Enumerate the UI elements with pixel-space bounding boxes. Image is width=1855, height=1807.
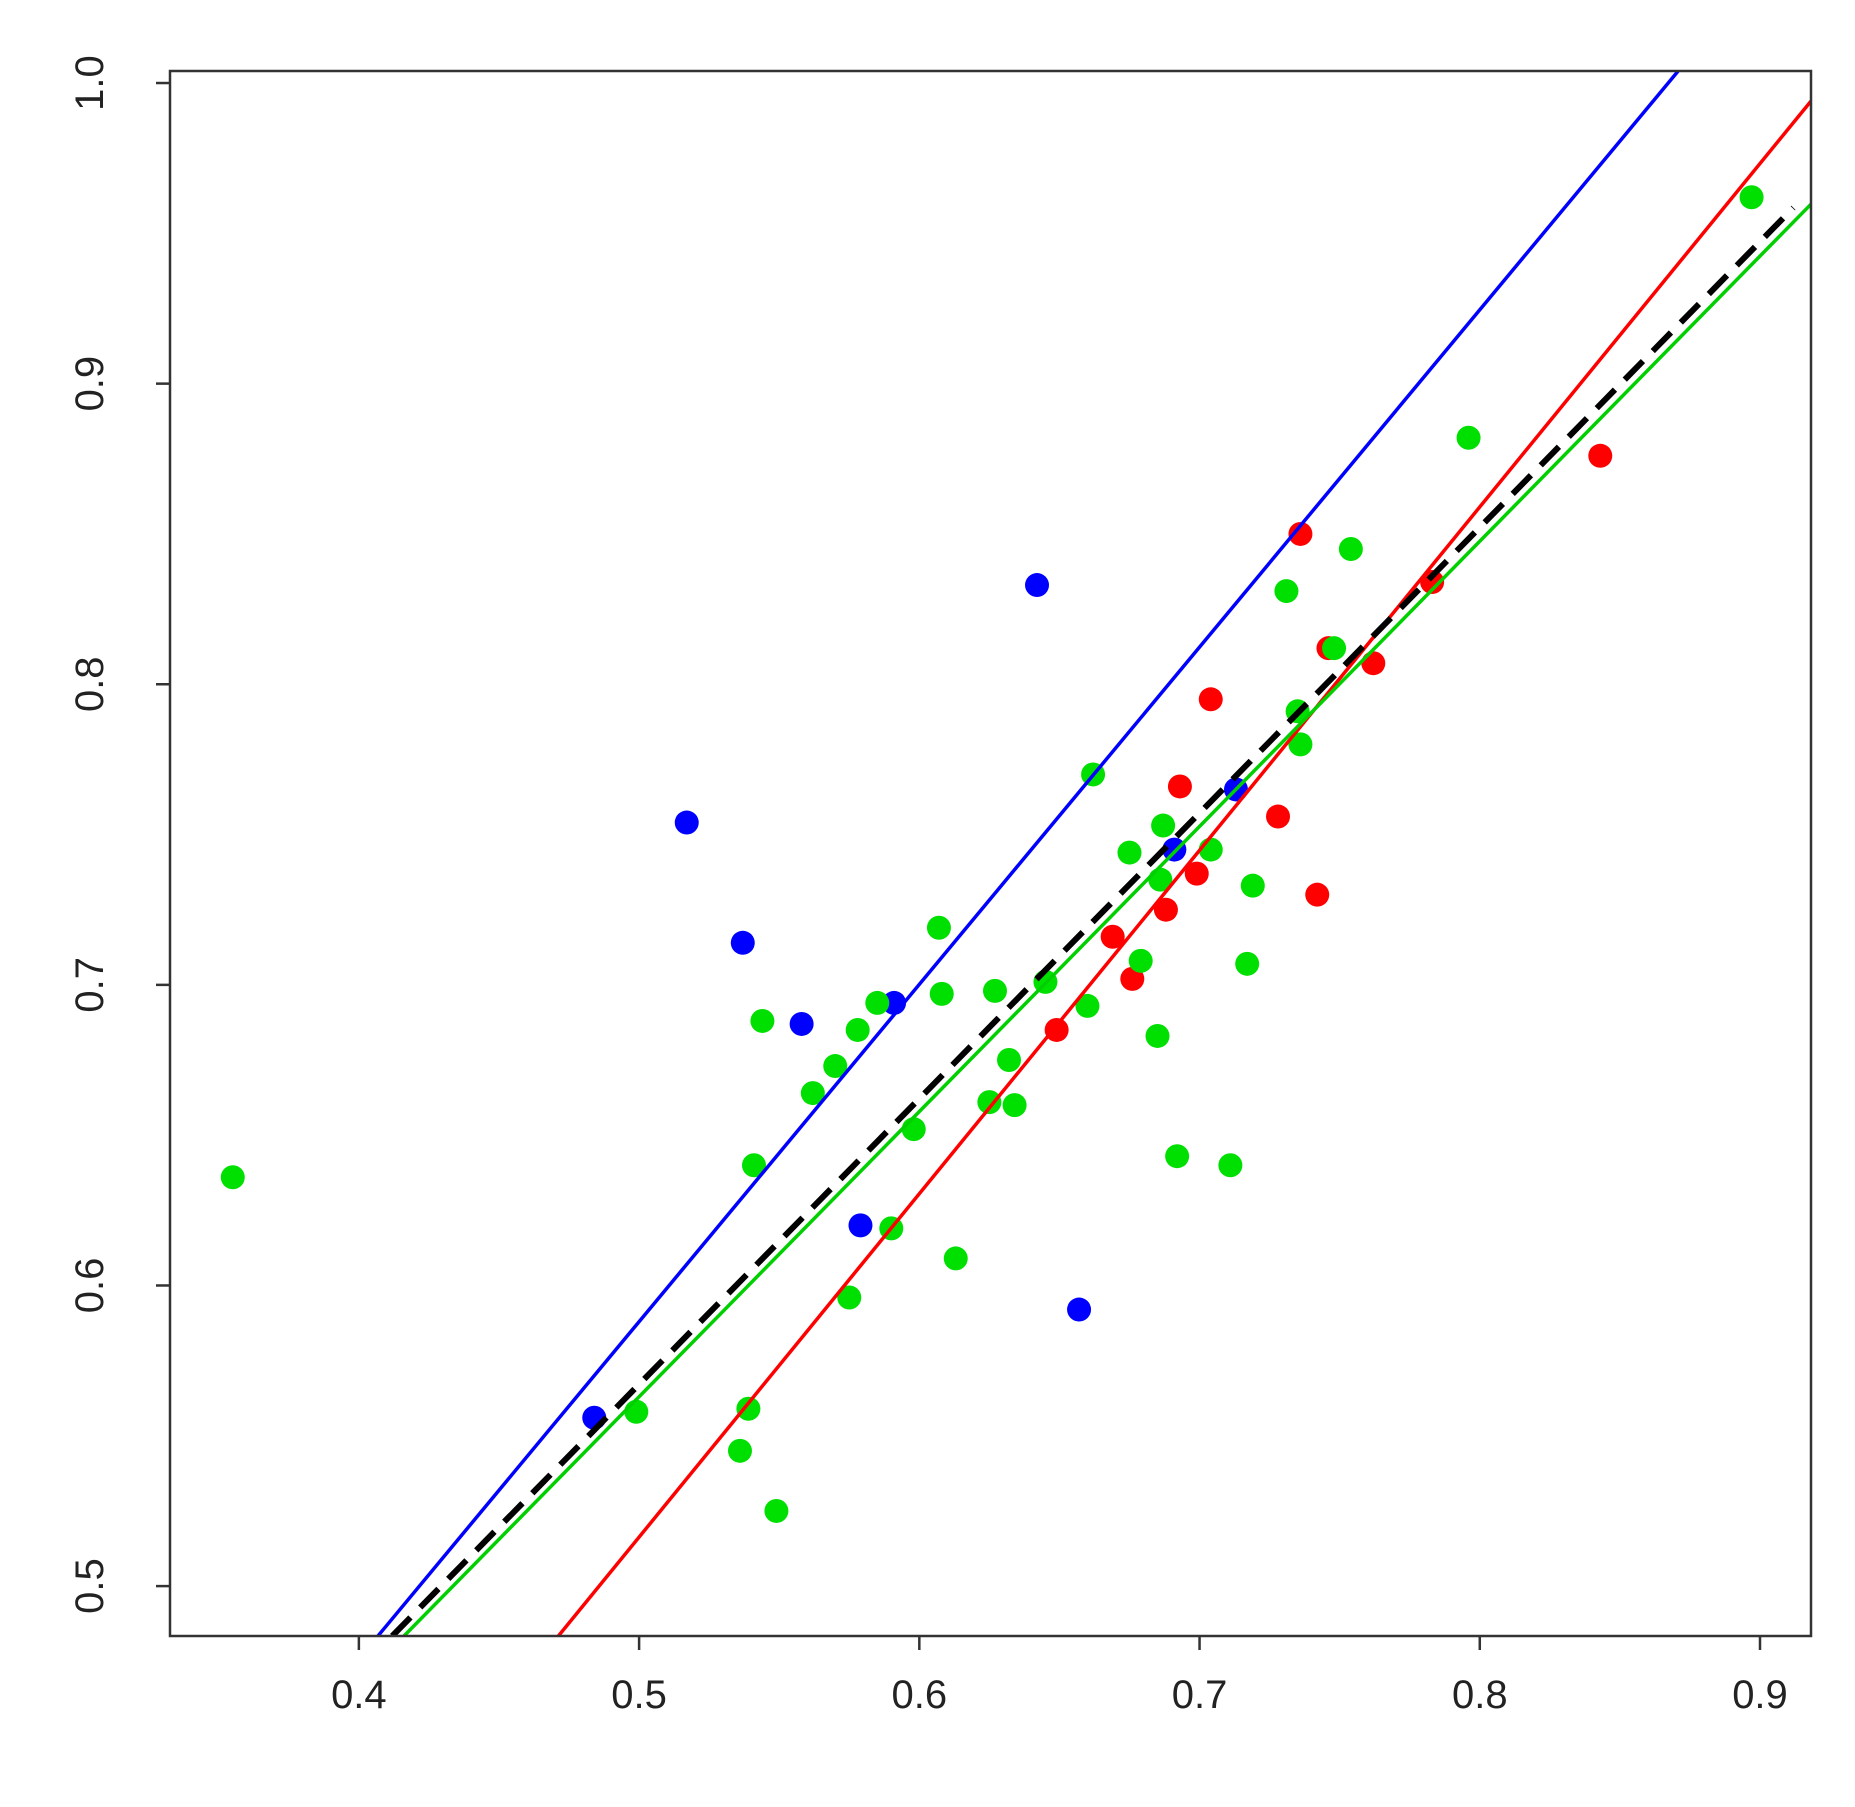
point [736, 1396, 761, 1421]
point [1739, 185, 1764, 210]
y-tick-label: 0.8 [68, 656, 112, 712]
plot-frame [168, 69, 1813, 1638]
point [1151, 813, 1176, 838]
dashed-line [390, 205, 1796, 1636]
point [1117, 840, 1142, 865]
point [220, 1165, 245, 1190]
point [901, 1117, 926, 1142]
point [1184, 861, 1209, 886]
point [1338, 536, 1363, 561]
point [1305, 882, 1330, 907]
point [1288, 732, 1313, 757]
point [848, 1213, 873, 1238]
point [1128, 948, 1153, 973]
point [1322, 636, 1347, 661]
point [1240, 873, 1265, 898]
point [741, 1153, 766, 1178]
x-tick-label: 0.8 [1452, 1673, 1508, 1717]
point [943, 1246, 968, 1271]
point [800, 1081, 825, 1106]
point [674, 810, 699, 835]
point [1145, 1023, 1170, 1048]
x-tick-label: 0.6 [892, 1673, 948, 1717]
point [926, 915, 951, 940]
y-tick-label: 0.5 [68, 1558, 112, 1614]
point [624, 1399, 649, 1424]
point [1167, 774, 1192, 799]
point [1120, 966, 1145, 991]
point [929, 981, 954, 1006]
y-tick-label: 0.9 [68, 356, 112, 412]
point [1456, 425, 1481, 450]
point [865, 990, 890, 1015]
point [1218, 1153, 1243, 1178]
point [1153, 897, 1178, 922]
point [1198, 687, 1223, 712]
point [982, 978, 1007, 1003]
point [730, 930, 755, 955]
fit-line [376, 71, 1680, 1636]
point [1266, 804, 1291, 829]
x-tick-label: 0.9 [1732, 1673, 1788, 1717]
point [1075, 993, 1100, 1018]
point [977, 1090, 1002, 1115]
fit-line [402, 202, 1811, 1636]
point [727, 1438, 752, 1463]
point [1288, 521, 1313, 546]
point [750, 1008, 775, 1033]
point [1588, 443, 1613, 468]
point [845, 1017, 870, 1042]
point [1025, 573, 1050, 598]
point [823, 1054, 848, 1079]
y-tick-label: 1.0 [68, 55, 112, 111]
point [837, 1285, 862, 1310]
x-tick-label: 0.7 [1172, 1673, 1228, 1717]
point [1002, 1093, 1027, 1118]
point [1274, 579, 1299, 604]
point [1100, 924, 1125, 949]
point [1361, 651, 1386, 676]
x-tick-label: 0.4 [331, 1673, 387, 1717]
y-tick-label: 0.7 [68, 957, 112, 1013]
point [1165, 1144, 1190, 1169]
y-tick-label: 0.6 [68, 1258, 112, 1314]
point [1235, 951, 1260, 976]
point [1067, 1297, 1092, 1322]
x-tick-label: 0.5 [611, 1673, 667, 1717]
point [1044, 1017, 1069, 1042]
point [764, 1498, 789, 1523]
point [789, 1011, 814, 1036]
fit-line [557, 99, 1811, 1636]
point [1420, 570, 1445, 595]
point [996, 1048, 1021, 1073]
